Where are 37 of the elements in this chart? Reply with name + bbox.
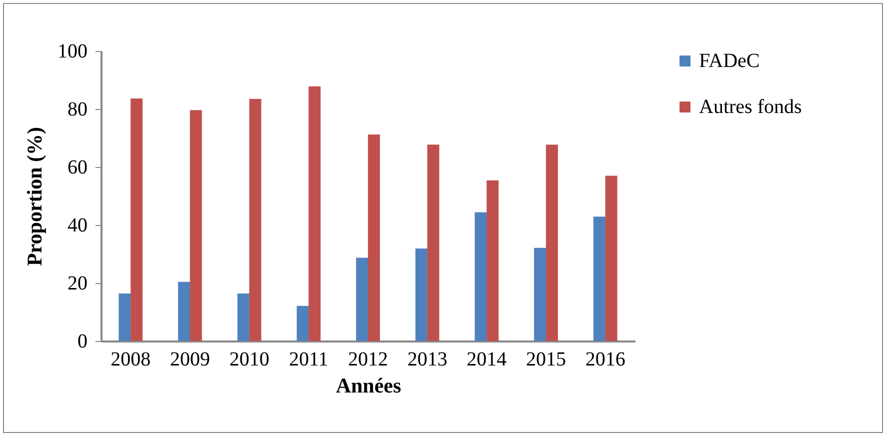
- y-axis-title: Proportion (%): [22, 126, 46, 266]
- x-tick-label: 2009: [170, 348, 210, 370]
- bar: [118, 293, 131, 341]
- bar: [356, 258, 368, 341]
- y-tick-label: 80: [68, 98, 88, 120]
- x-tick-label: 2012: [348, 348, 388, 370]
- x-tick-label: 2016: [585, 348, 626, 370]
- x-tick-label: 2015: [526, 348, 566, 370]
- bar: [546, 144, 558, 341]
- bar: [415, 248, 428, 341]
- x-tick-label: 2011: [289, 348, 328, 370]
- y-tick-label: 20: [68, 272, 88, 294]
- bar: [605, 176, 618, 341]
- bar: [237, 293, 250, 341]
- bar: [486, 180, 499, 341]
- x-tick-label: 2013: [407, 348, 448, 370]
- bar: [130, 98, 143, 341]
- legend-label: FADeC: [699, 50, 760, 72]
- y-tick-label: 60: [68, 156, 88, 178]
- bar: [296, 306, 309, 341]
- bar: [308, 86, 321, 341]
- bar: [593, 216, 606, 341]
- y-tick-label: 100: [58, 40, 88, 62]
- bar: [190, 110, 202, 341]
- bar: [534, 248, 546, 341]
- x-tick-label: 2014: [466, 348, 507, 370]
- bar: [178, 282, 190, 341]
- x-tick-label: 2010: [229, 348, 270, 370]
- x-axis-title: Années: [336, 374, 402, 398]
- bar: [249, 98, 262, 341]
- bar: [427, 144, 440, 341]
- y-tick-label: 40: [68, 214, 88, 236]
- bar: [368, 134, 380, 341]
- legend-label: Autres fonds: [699, 96, 802, 118]
- x-tick-label: 2008: [110, 348, 151, 370]
- bar: [474, 212, 487, 341]
- y-tick-label: 0: [78, 330, 88, 352]
